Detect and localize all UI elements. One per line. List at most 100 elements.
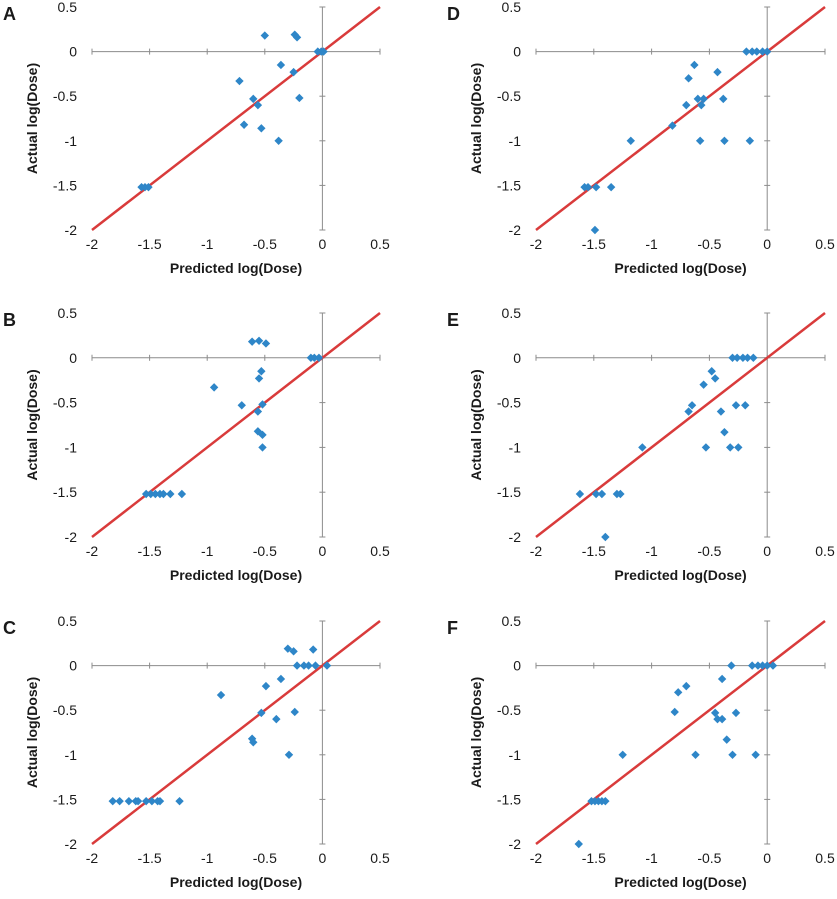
x-axis-title: Predicted log(Dose): [170, 874, 302, 890]
data-point: [304, 661, 313, 670]
data-point: [690, 60, 699, 70]
identity-line: [91, 6, 381, 231]
data-point: [591, 182, 601, 192]
y-axis-title: Actual log(Dose): [468, 63, 484, 174]
data-point: [311, 661, 320, 670]
data-point: [209, 383, 219, 392]
data-point: [237, 401, 246, 410]
data-point: [638, 443, 647, 452]
data-point: [745, 136, 755, 145]
data-point: [249, 94, 258, 104]
y-tick-label: -1.5: [497, 484, 521, 500]
x-tick-label: -1.5: [138, 850, 162, 866]
data-point: [695, 136, 705, 145]
data-point: [693, 94, 703, 104]
x-tick-label: -0.5: [697, 850, 721, 866]
data-point: [710, 374, 720, 383]
x-tick-label: 0.5: [815, 543, 835, 559]
data-point: [727, 661, 736, 670]
data-point: [626, 136, 635, 145]
data-point: [319, 47, 328, 56]
data-point: [276, 674, 286, 684]
y-tick-label: -0.5: [497, 395, 521, 411]
panel-b: B -2 -1.5 -1 -0.5 0 0.5 0.5 0 -0.5 -1 -1.5 -2 Predict…: [3, 305, 390, 583]
data-point: [216, 690, 226, 700]
data-point: [272, 714, 281, 724]
data-point: [258, 443, 267, 452]
y-tick-label: -2: [65, 222, 78, 238]
x-tick-label: -2: [530, 543, 543, 559]
data-point: [258, 430, 267, 440]
x-axis-title: Predicted log(Dose): [614, 260, 746, 276]
data-point: [590, 225, 600, 235]
data-point: [752, 47, 761, 56]
identity-line: [535, 312, 826, 538]
x-axis-title: Predicted log(Dose): [614, 567, 746, 583]
y-tick-label: -2: [65, 529, 78, 545]
y-tick-label: -2: [509, 836, 522, 852]
data-point: [147, 796, 157, 806]
data-point: [574, 839, 583, 849]
y-tick-label: -1.5: [53, 791, 77, 807]
data-point: [699, 380, 708, 389]
data-point: [763, 661, 772, 670]
y-tick-label: -1.5: [497, 791, 521, 807]
data-point: [763, 47, 772, 56]
data-point: [155, 796, 165, 806]
y-tick-label: -2: [509, 222, 522, 238]
y-tick-label: -1: [65, 133, 78, 149]
data-point: [235, 76, 244, 86]
panel-letter: F: [447, 618, 458, 638]
data-point: [254, 374, 264, 383]
x-tick-label: 0.5: [370, 236, 390, 252]
identity-line: [91, 312, 381, 538]
data-point: [731, 708, 741, 718]
panel-d: D -2 -1.5 -1 -0.5 0 0.5 0.5 0 -0.5 -1 -1.5 -2 Predict…: [447, 0, 835, 276]
panel-c: C -2 -1.5 -1 -0.5 0 0.5 0.5 0 -0.5 -1 -1.5 -2 Predict…: [3, 613, 390, 890]
data-point: [747, 661, 757, 670]
data-point: [290, 707, 299, 717]
data-point: [697, 100, 706, 110]
data-point: [742, 47, 751, 56]
x-tick-label: -0.5: [253, 543, 277, 559]
data-point: [295, 93, 304, 103]
data-point: [254, 336, 264, 345]
data-point: [260, 31, 269, 40]
y-tick-label: 0.5: [58, 613, 78, 629]
data-point: [292, 33, 302, 42]
x-tick-label: -0.5: [253, 236, 277, 252]
data-point: [249, 738, 258, 747]
x-tick-label: -1.5: [138, 543, 162, 559]
y-tick-label: 0.5: [502, 0, 522, 15]
y-tick-label: -1: [509, 133, 522, 149]
y-tick-label: 0: [69, 658, 77, 674]
y-tick-label: 0: [69, 350, 77, 366]
data-point: [753, 661, 763, 670]
x-tick-label: 0.5: [370, 543, 390, 559]
panel-letter: B: [3, 310, 16, 330]
data-point: [751, 750, 760, 759]
data-point: [728, 750, 737, 759]
data-point: [726, 443, 735, 452]
data-point: [322, 661, 332, 670]
data-point: [257, 124, 266, 133]
x-tick-label: 0.5: [815, 236, 835, 252]
x-axis-title: Predicted log(Dose): [170, 567, 302, 583]
identity-line: [535, 6, 826, 231]
y-tick-label: 0.5: [502, 613, 522, 629]
data-point: [731, 401, 741, 410]
data-point: [257, 367, 266, 376]
data-point: [310, 353, 319, 362]
panel-letter: E: [447, 310, 459, 330]
x-tick-label: -1: [645, 543, 658, 559]
y-axis-title: Actual log(Dose): [24, 677, 40, 788]
identity-line: [91, 620, 381, 845]
y-tick-label: 0: [69, 44, 77, 60]
data-point: [258, 400, 267, 409]
data-point: [713, 714, 722, 724]
data-point: [682, 681, 691, 691]
data-point: [159, 489, 168, 499]
x-tick-label: 0.5: [815, 850, 835, 866]
y-tick-label: -1: [509, 747, 522, 763]
data-point: [575, 489, 585, 499]
